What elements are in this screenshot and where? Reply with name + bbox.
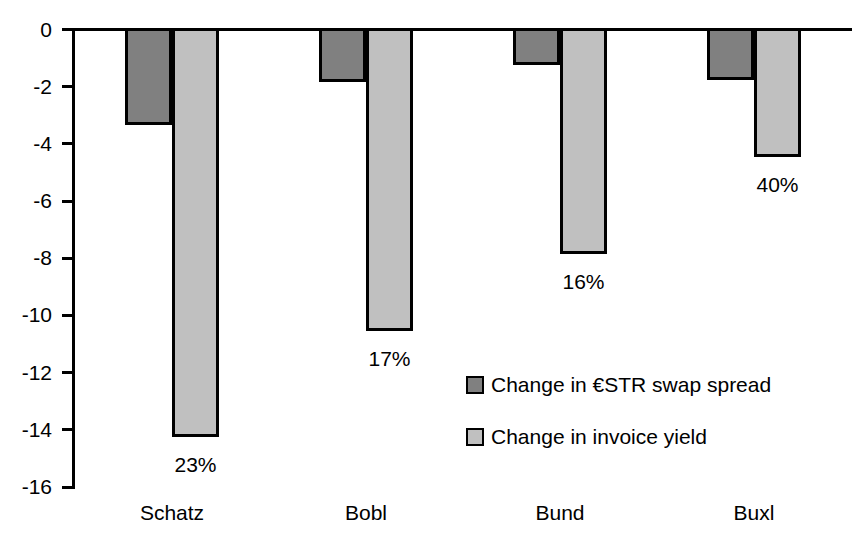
bar-buxl-spread xyxy=(707,31,754,80)
y-tick-label: -14 xyxy=(0,419,52,441)
bar-value-label: 40% xyxy=(738,174,818,196)
bar-schatz-spread xyxy=(125,31,172,125)
zero-axis-line xyxy=(62,28,852,31)
y-tick xyxy=(62,85,75,88)
bar-schatz-yield xyxy=(172,31,219,437)
x-category-label: Buxl xyxy=(684,502,824,524)
y-tick-label: 0 xyxy=(0,19,52,41)
legend-label-yield: Change in invoice yield xyxy=(491,425,707,449)
y-tick xyxy=(62,142,75,145)
bar-value-label: 17% xyxy=(350,348,430,370)
y-tick xyxy=(62,486,75,489)
y-tick-label: -6 xyxy=(0,190,52,212)
legend-label-spread: Change in €STR swap spread xyxy=(491,373,771,397)
bar-buxl-yield xyxy=(754,31,801,157)
bar-chart: 0 -2 -4 -6 -8 -10 -12 -14 -16 23% 17% 16% 40% Schat… xyxy=(0,0,852,539)
legend: Change in €STR swap spread Change in inv… xyxy=(466,373,771,477)
bar-bobl-yield xyxy=(366,31,413,331)
x-category-label: Bund xyxy=(490,502,630,524)
y-tick xyxy=(62,371,75,374)
y-tick xyxy=(62,428,75,431)
bar-value-label: 16% xyxy=(544,271,624,293)
x-category-label: Bobl xyxy=(296,502,436,524)
bar-bund-spread xyxy=(513,31,560,65)
y-tick-label: -2 xyxy=(0,76,52,98)
bar-value-label: 23% xyxy=(156,454,236,476)
y-tick xyxy=(62,28,75,31)
bar-bobl-spread xyxy=(319,31,366,82)
x-category-label: Schatz xyxy=(102,502,242,524)
y-tick-label: -8 xyxy=(0,247,52,269)
y-tick-label: -4 xyxy=(0,133,52,155)
y-tick-label: -12 xyxy=(0,362,52,384)
bar-bund-yield xyxy=(560,31,607,254)
y-tick xyxy=(62,200,75,203)
legend-item-yield: Change in invoice yield xyxy=(466,425,771,449)
legend-item-spread: Change in €STR swap spread xyxy=(466,373,771,397)
y-tick xyxy=(62,257,75,260)
legend-swatch-spread-icon xyxy=(466,376,484,394)
legend-swatch-yield-icon xyxy=(466,428,484,446)
y-tick-label: -10 xyxy=(0,304,52,326)
y-tick-label: -16 xyxy=(0,476,52,498)
y-tick xyxy=(62,314,75,317)
